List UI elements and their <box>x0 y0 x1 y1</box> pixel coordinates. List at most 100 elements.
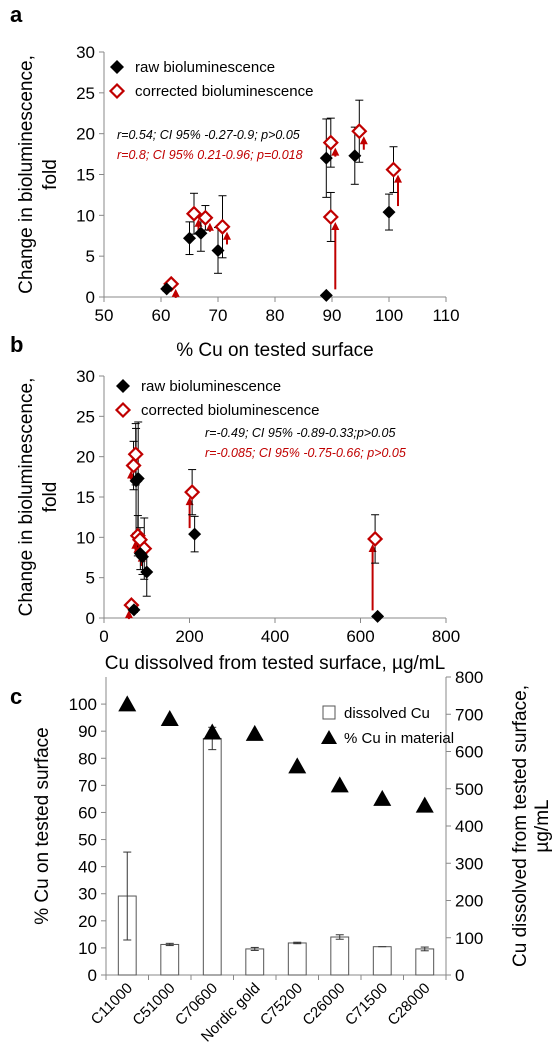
panel-c: c 0 10 20 30 40 50 60 70 80 90 100 0 100 200 300 400 500 6… <box>10 668 553 1045</box>
correction-arrow-head <box>394 174 402 183</box>
cu-percent-marker <box>118 695 137 712</box>
y2-tick-label: 700 <box>455 705 483 724</box>
stat-annotation: r=-0.49; CI 95% -0.89-0.33;p>0.05 <box>205 426 395 440</box>
category-label: C26000 <box>299 980 348 1029</box>
raw-point <box>160 282 174 296</box>
legend-raw-label: raw bioluminescence <box>141 378 281 395</box>
y-tick-label: 90 <box>78 722 97 741</box>
y2-tick-label: 600 <box>455 743 483 762</box>
x-tick-label: 100 <box>375 306 403 325</box>
y-tick-label: 30 <box>76 367 95 386</box>
category-label: C28000 <box>384 980 433 1029</box>
y-axis-title-line2: fold <box>40 482 61 513</box>
correction-arrow-head <box>331 221 340 230</box>
x-axis-title: Cu dissolved from tested surface, µg/mL <box>105 653 445 674</box>
y-tick-label: 25 <box>76 84 95 103</box>
raw-point <box>188 527 202 541</box>
y-tick-label: 10 <box>76 206 95 225</box>
stat-annotation: r=-0.085; CI 95% -0.75-0.66; p>0.05 <box>205 446 406 460</box>
y-tick-label: 20 <box>76 125 95 144</box>
corrected-point <box>125 457 142 474</box>
raw-point <box>135 550 149 564</box>
legend-triangle-label: % Cu in material <box>344 730 454 747</box>
panel-letter: c <box>10 684 22 709</box>
panel-a: a 0 5 10 15 20 25 30 50 60 70 80 90 100 110 % Cu on tes… <box>10 2 460 361</box>
category-label: C51000 <box>129 980 178 1029</box>
y-tick-label: 10 <box>76 528 95 547</box>
y2-tick-label: 400 <box>455 817 483 836</box>
panel-letter: a <box>10 2 23 27</box>
correction-arrow-head <box>171 288 180 297</box>
y-tick-label: 20 <box>78 912 97 931</box>
raw-point <box>348 149 362 163</box>
raw-point <box>127 603 141 617</box>
corrected-point <box>322 208 339 226</box>
correction-arrow-head <box>205 222 214 231</box>
cu-percent-marker <box>245 724 264 741</box>
dissolved-cu-bar <box>330 936 350 976</box>
y-tick-label: 40 <box>78 858 97 877</box>
x-tick-label: 400 <box>261 627 289 646</box>
x-tick-label: 110 <box>432 306 459 325</box>
correction-arrow-head <box>124 610 133 619</box>
cu-percent-marker <box>330 776 349 793</box>
y-tick-label: 0 <box>88 966 97 985</box>
y2-tick-label: 100 <box>455 929 483 948</box>
dissolved-cu-bar <box>160 943 180 976</box>
raw-point <box>194 226 208 240</box>
stat-annotation: r=0.8; CI 95% 0.21-0.96; p=0.018 <box>117 148 303 162</box>
y2-tick-label: 300 <box>455 854 483 873</box>
y-tick-label: 0 <box>86 609 95 628</box>
dissolved-cu-bar <box>372 946 392 976</box>
y2-tick-label: 800 <box>455 668 483 687</box>
dissolved-cu-bar <box>245 948 265 976</box>
corrected-point <box>185 205 203 222</box>
panel-b: b 0 5 10 15 20 25 30 0 200 400 600 800 Cu dissolved f… <box>10 332 460 674</box>
y-tick-label: 0 <box>86 288 95 307</box>
correction-arrow-head <box>359 136 368 145</box>
y-tick-label: 30 <box>76 43 95 62</box>
corrected-point <box>214 218 231 235</box>
legend-corrected-label: corrected bioluminescence <box>141 402 319 419</box>
panel-letter: b <box>10 332 23 357</box>
cu-percent-marker <box>203 723 222 740</box>
y-tick-label: 100 <box>69 695 97 714</box>
x-tick-label: 800 <box>432 627 460 646</box>
y-tick-label: 50 <box>78 831 97 850</box>
legend-raw-label: raw bioluminescence <box>135 59 275 76</box>
cu-percent-marker <box>160 709 179 726</box>
raw-point <box>183 231 196 245</box>
legend-raw-marker <box>116 379 130 393</box>
y-tick-label: 25 <box>76 407 95 426</box>
y-axis-title-line2: fold <box>40 159 61 190</box>
correction-arrow-head <box>331 147 340 156</box>
y2-axis-title-line1: Cu dissolved from tested surface, <box>510 685 531 967</box>
raw-point <box>140 565 154 579</box>
x-tick-label: 90 <box>323 306 342 325</box>
y-tick-label: 80 <box>78 749 97 768</box>
corrected-point <box>127 446 144 463</box>
category-label: C75200 <box>257 980 306 1029</box>
legend-corrected-marker <box>114 401 132 419</box>
y-tick-label: 60 <box>78 803 97 822</box>
legend-bar-marker <box>322 705 336 720</box>
corrected-point <box>367 530 384 548</box>
corrected-point <box>351 123 368 140</box>
y2-tick-label: 200 <box>455 892 483 911</box>
raw-point <box>319 288 333 302</box>
corrected-point <box>322 134 339 151</box>
y-tick-label: 70 <box>78 776 97 795</box>
x-tick-label: 70 <box>209 306 228 325</box>
y-axis-title-line1: Change in bioluminescence, <box>16 378 37 617</box>
cu-percent-marker <box>415 796 434 813</box>
y2-tick-label: 500 <box>455 780 483 799</box>
x-tick-label: 200 <box>175 627 203 646</box>
category-label: C71500 <box>342 980 391 1029</box>
cu-percent-marker <box>288 757 307 774</box>
y-tick-label: 30 <box>78 885 97 904</box>
legend-corrected-marker <box>108 82 126 100</box>
y-tick-label: 20 <box>76 448 95 467</box>
x-tick-label: 80 <box>266 306 285 325</box>
x-tick-label: 0 <box>99 627 108 646</box>
dissolved-cu-bar <box>202 737 222 976</box>
